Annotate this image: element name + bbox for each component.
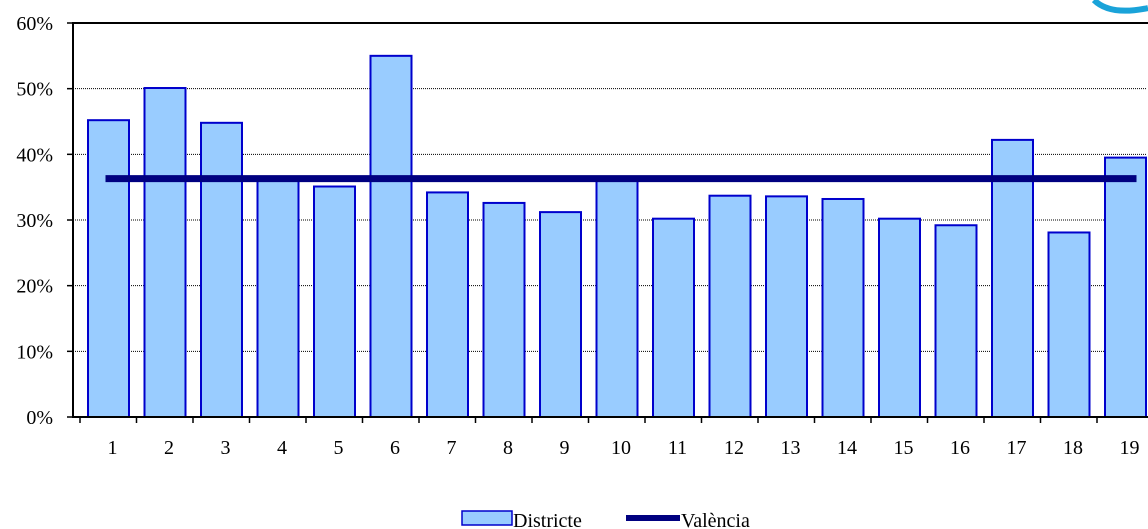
bar-16 [934,224,978,418]
legend-swatch-districte [461,510,513,526]
bar-18 [1047,231,1091,418]
bar-19 [1104,156,1147,418]
bar-1 [87,119,130,418]
y-tick-label: 30% [16,210,53,232]
y-tick-labels: 0% 10% 20% 30% 40% 50% 60% [16,13,53,429]
y-tick-label: 50% [16,79,53,101]
bar-13 [765,195,808,418]
bar-3 [200,121,243,419]
bars [87,54,1147,419]
bar-2 [143,87,187,418]
legend: Districte València [461,510,750,529]
bar-9 [539,211,582,418]
x-tick-label: 1 [108,437,118,459]
bar-12 [708,194,752,418]
x-tick-label: 7 [447,437,457,459]
logo-fragment-icon [1091,0,1148,14]
x-tick-label: 10 [611,437,631,459]
legend-label-districte: Districte [513,510,582,529]
x-tick-label: 18 [1063,437,1083,459]
bar-14 [821,197,865,418]
y-tick-label: 60% [16,13,53,35]
x-tick-label: 9 [560,437,570,459]
axes [67,22,1148,423]
y-tick-label: 20% [16,276,53,298]
x-tick-label: 8 [503,437,513,459]
x-tick-label: 16 [950,437,970,459]
x-tick-label: 19 [1120,437,1140,459]
x-tick-label: 5 [334,437,344,459]
x-tick-labels: 1 2 3 4 5 6 7 8 9 10 11 12 13 14 15 16 17 18 19 [108,437,1140,459]
x-tick-label: 15 [894,437,914,459]
x-tick-label: 4 [277,437,287,459]
x-tick-label: 12 [724,437,744,459]
legend-label-valencia: València [681,510,750,529]
x-tick-label: 3 [221,437,231,459]
x-tick-label: 6 [390,437,400,459]
bar-15 [878,217,921,418]
bar-10 [595,177,639,418]
x-tick-label: 17 [1007,437,1027,459]
bar-7 [426,191,469,418]
x-tick-label: 11 [668,437,687,459]
x-tick-label: 2 [164,437,174,459]
bar-6 [369,54,413,418]
y-tick-label: 0% [26,407,53,429]
bar-17 [991,138,1034,419]
bar-5 [313,185,356,418]
y-tick-label: 10% [16,341,53,363]
bar-11 [652,217,695,418]
bar-8 [482,201,526,418]
bar-4 [256,177,300,418]
x-tick-label: 13 [781,437,801,459]
y-tick-label: 40% [16,144,53,166]
x-tick-label: 14 [837,437,857,459]
